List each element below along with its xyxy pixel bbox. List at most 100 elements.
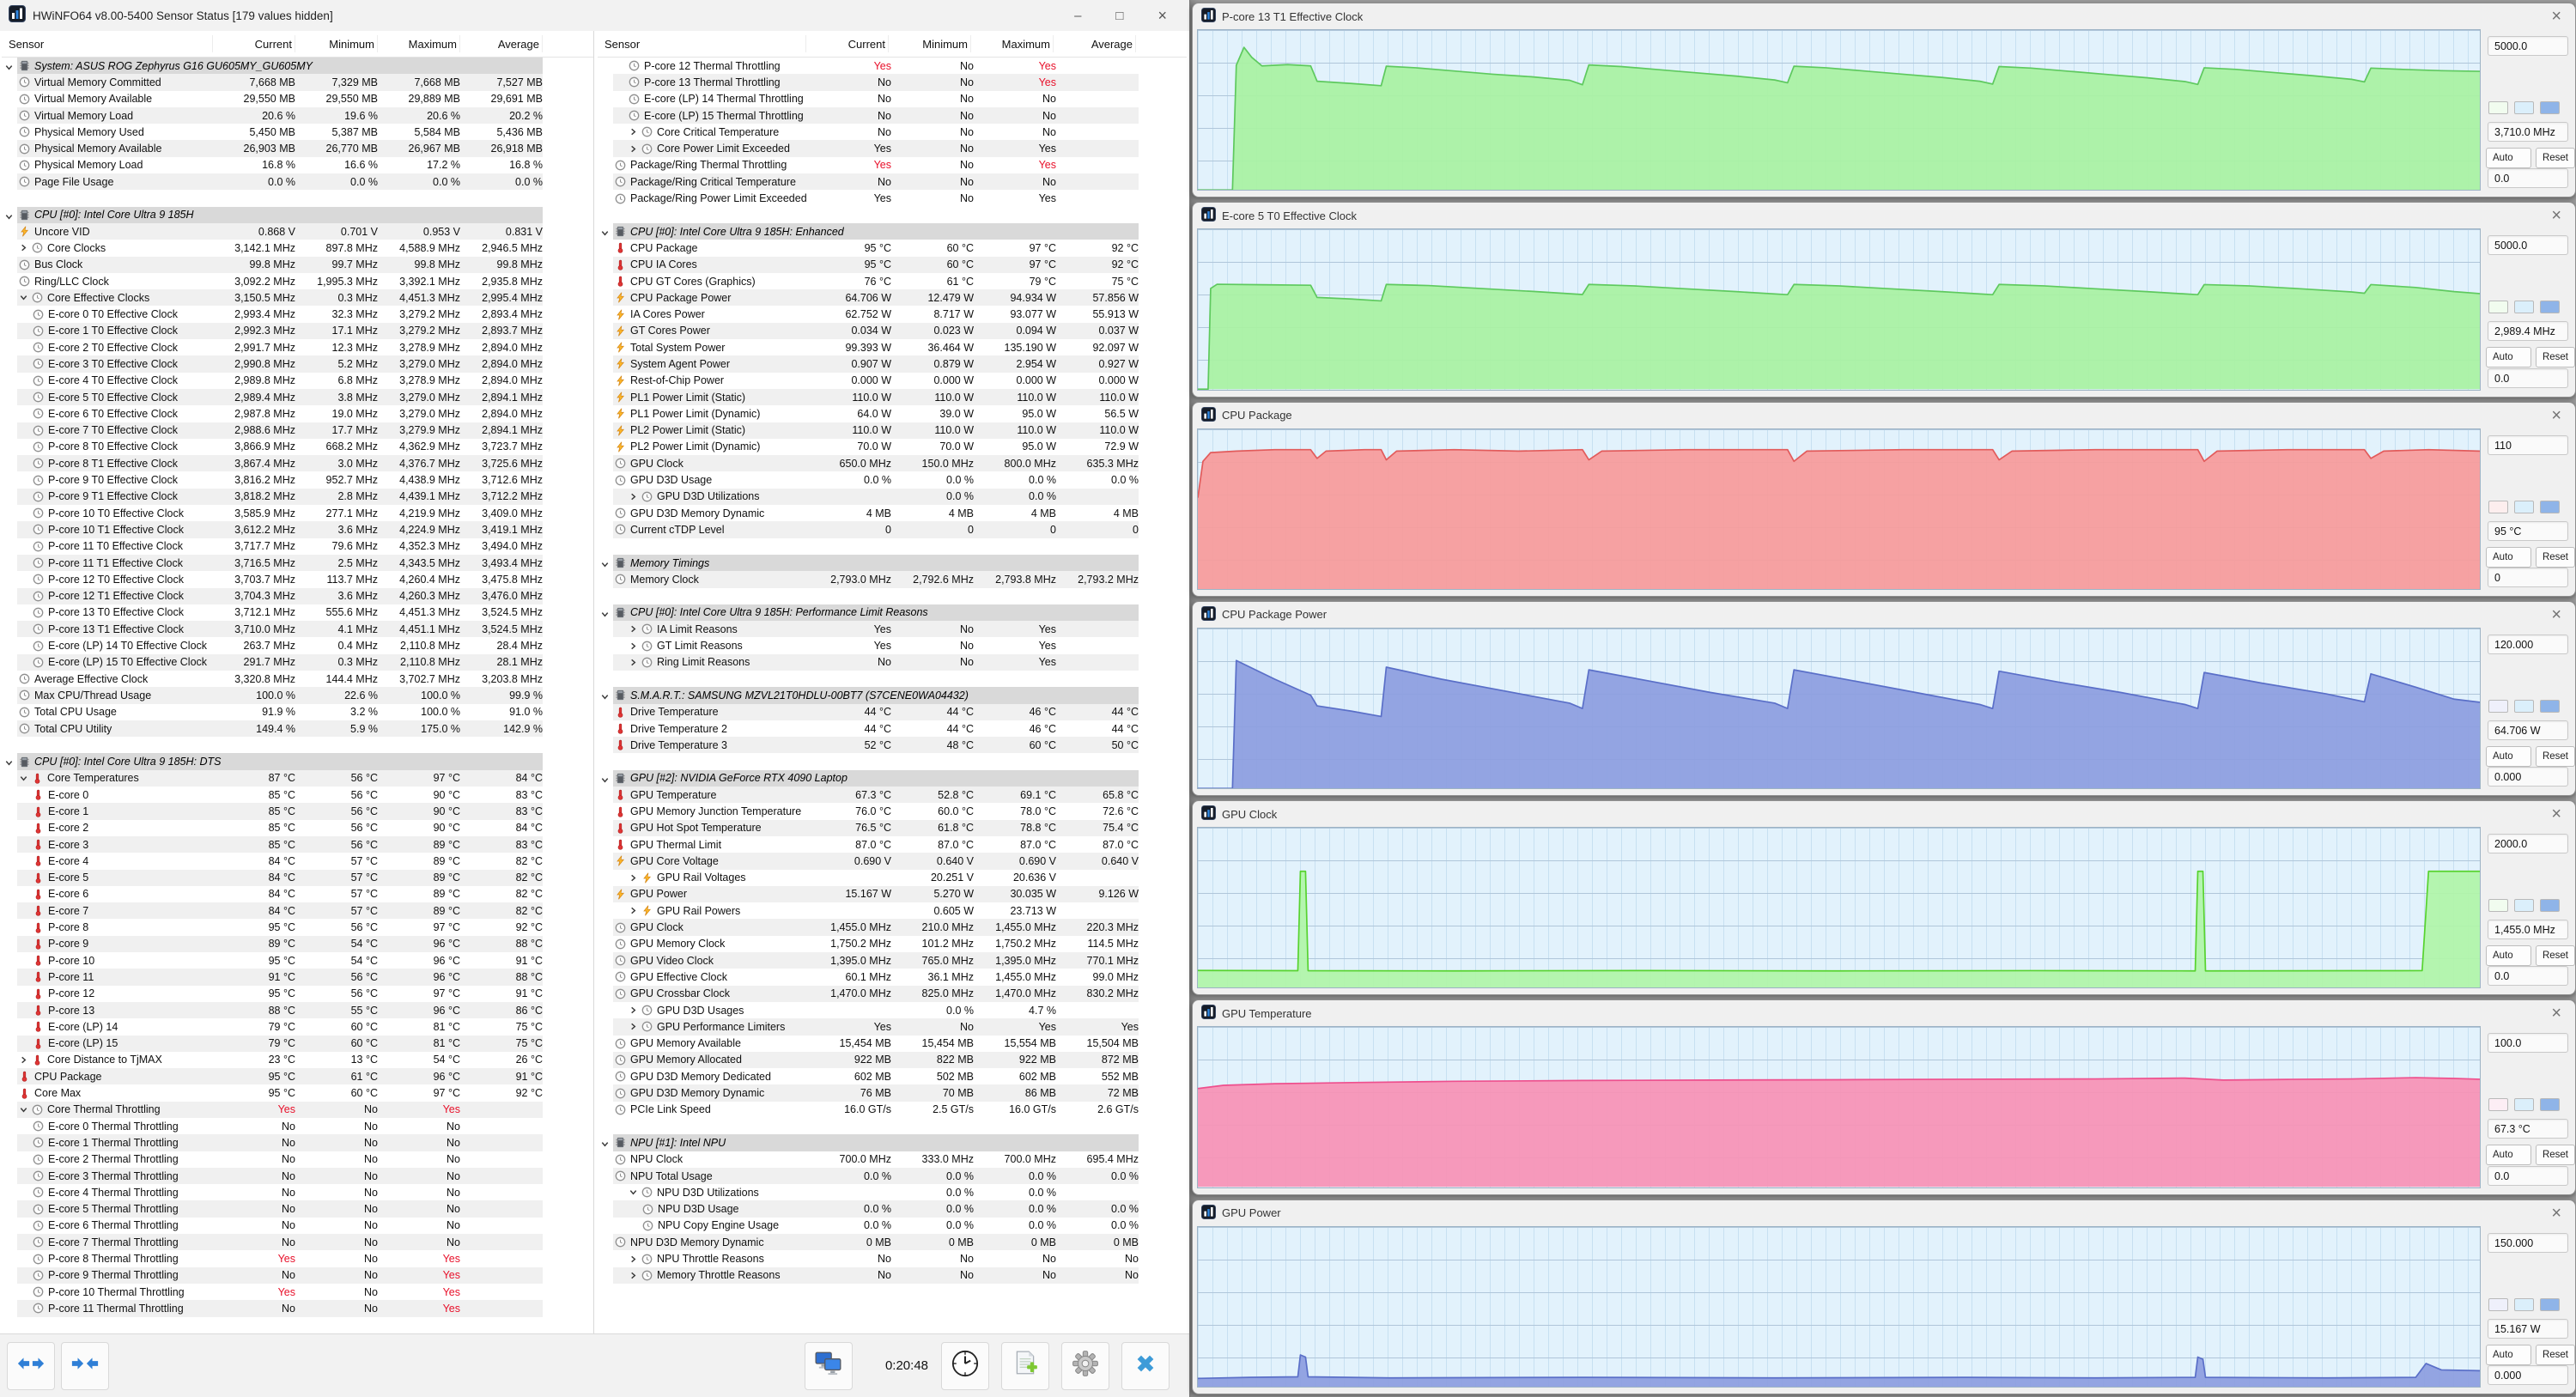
trace-color-swatch[interactable] xyxy=(2488,101,2508,114)
chevron-down-icon[interactable] xyxy=(600,774,612,789)
sensor-row[interactable]: E-core 3 T0 Effective Clock 2,990.8 MHz 5.… xyxy=(2,355,593,373)
chevron-right-icon[interactable] xyxy=(627,906,640,915)
sensor-row[interactable]: GPU D3D Memory Dedicated 602 MB 502 MB 602 … xyxy=(598,1068,1187,1084)
sensor-row[interactable]: E-core (LP) 15 Thermal Throttling No No No xyxy=(598,106,1187,125)
auto-fit-button[interactable]: Auto Fit xyxy=(2486,945,2531,981)
reset-button[interactable]: Reset xyxy=(2535,1344,2575,1365)
sensor-row[interactable]: Memory Clock 2,793.0 MHz 2,792.6 MHz 2,793.… xyxy=(598,571,1187,588)
background-color-swatch[interactable] xyxy=(2514,1098,2534,1112)
chevron-right-icon[interactable] xyxy=(627,127,640,137)
scale-min-input[interactable]: 0.0 xyxy=(2488,1165,2568,1186)
scale-max-input[interactable]: 110 xyxy=(2488,434,2568,455)
sensor-row[interactable]: PL1 Power Limit (Dynamic) 64.0 W 39.0 W 95.… xyxy=(598,405,1187,422)
reset-button[interactable]: Reset xyxy=(2535,546,2575,568)
sensor-row[interactable]: E-core 0 T0 Effective Clock 2,993.4 MHz 32… xyxy=(2,306,593,322)
maximize-button[interactable]: □ xyxy=(1115,8,1124,23)
scale-min-input[interactable]: 0 xyxy=(2488,567,2568,587)
close-icon[interactable]: × xyxy=(2551,604,2561,624)
grid-color-swatch[interactable] xyxy=(2540,500,2560,513)
sensor-row[interactable]: PL1 Power Limit (Static) 110.0 W 110.0 W 11… xyxy=(598,388,1187,406)
sensor-row[interactable]: CPU Package 95 °C 61 °C 96 °C 91 °C xyxy=(2,1068,593,1085)
sensor-row[interactable]: Physical Memory Used 5,450 MB 5,387 MB 5,58… xyxy=(2,124,593,140)
chevron-down-icon[interactable] xyxy=(17,293,30,302)
scale-max-input[interactable]: 150.000 xyxy=(2488,1232,2568,1253)
sensor-row[interactable]: IA Cores Power 62.752 W 8.717 W 93.077 W 55.… xyxy=(598,306,1187,322)
sensor-row[interactable]: E-core 1 T0 Effective Clock 2,992.3 MHz 17… xyxy=(2,322,593,340)
grid-color-swatch[interactable] xyxy=(2540,699,2560,713)
trace-color-swatch[interactable] xyxy=(2488,1297,2508,1311)
sensor-row[interactable]: Package/Ring Power Limit Exceeded Yes No Ye… xyxy=(598,190,1187,206)
sensor-row[interactable]: NPU Copy Engine Usage 0.0 % 0.0 % 0.0 % 0.0 … xyxy=(598,1218,1187,1234)
close-icon[interactable]: × xyxy=(2551,405,2561,425)
sensor-row[interactable]: E-core 0 85 °C 56 °C 90 °C 83 °C xyxy=(2,787,593,803)
logging-clock-button[interactable] xyxy=(941,1341,989,1390)
sensor-row[interactable]: E-core (LP) 15 79 °C 60 °C 81 °C 75 °C xyxy=(2,1035,593,1052)
sensor-row[interactable]: GPU Memory Junction Temperature 76.0 °C 60… xyxy=(598,803,1187,819)
auto-fit-button[interactable]: Auto Fit xyxy=(2486,745,2531,781)
grid-color-swatch[interactable] xyxy=(2540,301,2560,314)
chevron-right-icon[interactable] xyxy=(627,1271,640,1280)
sensor-row[interactable]: P-core 12 95 °C 56 °C 97 °C 91 °C xyxy=(2,986,593,1002)
sensor-row[interactable]: E-core 6 84 °C 57 °C 89 °C 82 °C xyxy=(2,886,593,902)
sensor-row[interactable]: Core Effective Clocks 3,150.5 MHz 0.3 MHz 4… xyxy=(2,289,593,307)
scale-max-input[interactable]: 100.0 xyxy=(2488,1033,2568,1054)
scale-max-input[interactable]: 2000.0 xyxy=(2488,834,2568,854)
sensor-row[interactable]: P-core 9 Thermal Throttling No No Yes xyxy=(2,1266,593,1284)
sensor-row[interactable]: Average Effective Clock 3,320.8 MHz 144.4 … xyxy=(2,671,593,687)
sensor-row[interactable]: GPU Video Clock 1,395.0 MHz 765.0 MHz 1,395… xyxy=(598,952,1187,969)
chevron-down-icon[interactable] xyxy=(600,1138,612,1153)
sensor-row[interactable]: E-core 7 84 °C 57 °C 89 °C 82 °C xyxy=(2,902,593,920)
minimize-button[interactable]: – xyxy=(1074,8,1082,23)
sensor-row[interactable]: GPU D3D Memory Dynamic 76 MB 70 MB 86 MB 72 … xyxy=(598,1084,1187,1102)
remote-monitoring-button[interactable] xyxy=(804,1341,853,1390)
column-header-current[interactable]: Current xyxy=(806,35,889,52)
scale-min-input[interactable]: 0.000 xyxy=(2488,767,2568,787)
sensor-row[interactable]: E-core (LP) 14 Thermal Throttling No No No xyxy=(598,91,1187,107)
sensor-row[interactable]: PCIe Link Speed 16.0 GT/s 2.5 GT/s 16.0 GT/… xyxy=(598,1102,1187,1118)
column-header-average[interactable]: Average xyxy=(1054,35,1136,52)
sensor-row[interactable]: P-core 11 T1 Effective Clock 3,716.5 MHz 2… xyxy=(2,554,593,572)
sensor-row[interactable]: E-core (LP) 14 79 °C 60 °C 81 °C 75 °C xyxy=(2,1018,593,1035)
sensor-row[interactable]: Core Clocks 3,142.1 MHz 897.8 MHz 4,588.9 M… xyxy=(2,240,593,256)
sensor-row[interactable]: GPU D3D Memory Dynamic 4 MB 4 MB 4 MB 4 MB xyxy=(598,505,1187,521)
column-header-sensor[interactable]: Sensor xyxy=(2,35,213,52)
sensor-row[interactable]: Max CPU/Thread Usage 100.0 % 22.6 % 100.0 %… xyxy=(2,687,593,704)
sensor-row[interactable]: P-core 13 T0 Effective Clock 3,712.1 MHz 5… xyxy=(2,604,593,621)
sensor-row[interactable]: P-core 12 T0 Effective Clock 3,703.7 MHz 1… xyxy=(2,571,593,587)
sensor-row[interactable]: Ring/LLC Clock 3,092.2 MHz 1,995.3 MHz 3,39… xyxy=(2,273,593,289)
column-header-maximum[interactable]: Maximum xyxy=(378,35,460,52)
column-header-current[interactable]: Current xyxy=(213,35,295,52)
grid-color-swatch[interactable] xyxy=(2540,101,2560,114)
sensor-row[interactable]: GPU Temperature 67.3 °C 52.8 °C 69.1 °C 65.8… xyxy=(598,787,1187,804)
reset-button[interactable]: Reset xyxy=(2535,945,2575,967)
sensor-row[interactable]: CPU Package Power 64.706 W 12.479 W 94.934 … xyxy=(598,289,1187,307)
sensor-row[interactable]: PL2 Power Limit (Static) 110.0 W 110.0 W 11… xyxy=(598,422,1187,439)
sensor-row[interactable]: E-core (LP) 14 T0 Effective Clock 263.7 M… xyxy=(2,637,593,653)
sensor-row[interactable]: Core Thermal Throttling Yes No Yes xyxy=(2,1101,593,1118)
sensor-row[interactable]: CPU IA Cores 95 °C 60 °C 97 °C 92 °C xyxy=(598,256,1187,273)
sensor-row[interactable]: GPU Rail Powers 0.605 W 23.713 W xyxy=(598,902,1187,919)
sensor-row[interactable]: P-core 11 Thermal Throttling No No Yes xyxy=(2,1300,593,1317)
sensor-row[interactable]: Total CPU Usage 91.9 % 3.2 % 100.0 % 91.0 % xyxy=(2,704,593,720)
sensor-row[interactable]: CPU GT Cores (Graphics) 76 °C 61 °C 79 °C 75… xyxy=(598,273,1187,289)
sensor-row[interactable]: Drive Temperature 2 44 °C 44 °C 46 °C 44 °C xyxy=(598,720,1187,737)
sensor-row[interactable]: P-core 11 91 °C 56 °C 96 °C 88 °C xyxy=(2,969,593,986)
sensor-section-row[interactable]: Memory Timings xyxy=(598,554,1187,574)
sensor-row[interactable]: Core Distance to TjMAX 23 °C 13 °C 54 °C 26 … xyxy=(2,1052,593,1068)
sensor-row[interactable]: GPU Rail Voltages 20.251 V 20.636 V xyxy=(598,870,1187,886)
sensor-row[interactable]: Total CPU Utility 149.4 % 5.9 % 175.0 % 142.… xyxy=(2,720,593,738)
sensor-row[interactable]: Core Critical Temperature No No No xyxy=(598,124,1187,140)
sensor-row[interactable]: Physical Memory Load 16.8 % 16.6 % 17.2 % 16… xyxy=(2,157,593,173)
sensor-row[interactable]: Virtual Memory Committed 7,668 MB 7,329 MB… xyxy=(2,74,593,91)
sensor-row[interactable]: GPU Performance Limiters Yes No Yes Yes xyxy=(598,1018,1187,1036)
chevron-right-icon[interactable] xyxy=(17,243,30,252)
sensor-row[interactable]: GPU Power 15.167 W 5.270 W 30.035 W 9.126 W xyxy=(598,885,1187,903)
trace-color-swatch[interactable] xyxy=(2488,500,2508,513)
chevron-down-icon[interactable] xyxy=(600,558,612,574)
sensor-row[interactable]: P-core 13 Thermal Throttling No No Yes xyxy=(598,74,1187,91)
sensor-row[interactable]: Physical Memory Available 26,903 MB 26,770… xyxy=(2,140,593,157)
sensor-row[interactable]: GT Cores Power 0.034 W 0.023 W 0.094 W 0.037… xyxy=(598,322,1187,340)
sensor-row[interactable]: GPU Crossbar Clock 1,470.0 MHz 825.0 MHz 1,… xyxy=(598,985,1187,1002)
sensor-row[interactable]: Package/Ring Thermal Throttling Yes No Yes xyxy=(598,157,1187,173)
scale-min-input[interactable]: 0.0 xyxy=(2488,168,2568,189)
